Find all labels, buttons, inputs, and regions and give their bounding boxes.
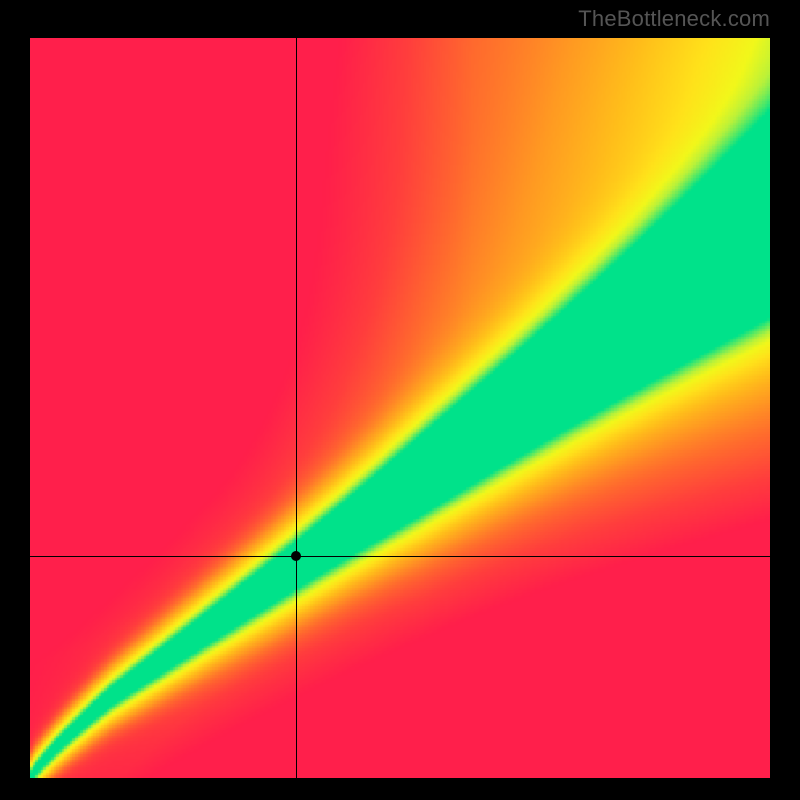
crosshair-horizontal bbox=[30, 556, 770, 557]
heatmap-canvas bbox=[30, 38, 770, 778]
outer-frame: TheBottleneck.com bbox=[0, 0, 800, 800]
marker-dot bbox=[291, 551, 301, 561]
watermark-text: TheBottleneck.com bbox=[578, 6, 770, 32]
crosshair-vertical bbox=[296, 38, 297, 778]
heatmap-plot bbox=[30, 38, 770, 778]
